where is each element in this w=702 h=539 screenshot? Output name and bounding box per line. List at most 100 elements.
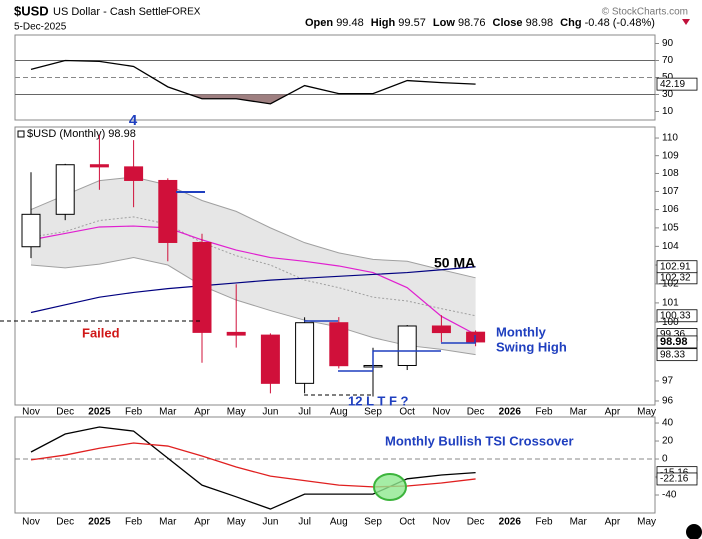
x-tick-label: Dec — [56, 517, 74, 528]
value-badge-label: 98.33 — [660, 349, 685, 360]
x-tick-label: Feb — [125, 407, 143, 418]
candle-body — [226, 331, 246, 336]
band-area — [31, 177, 476, 355]
annotation: 4 — [129, 112, 138, 129]
stat-value: -0.48 (-0.48%) — [585, 17, 655, 29]
x-tick-label: Aug — [330, 407, 348, 418]
value-badge-label: 42.19 — [660, 79, 685, 90]
plot: 10 30 50 70 90 42.19 $USD (Monthly) 98.98 102.3… — [15, 38, 698, 528]
corner-dot — [686, 524, 702, 539]
x-tick-label: May — [227, 517, 246, 528]
stat-value: 99.57 — [398, 17, 426, 29]
x-tick-label: Oct — [399, 407, 415, 418]
stat-label: Close — [493, 17, 523, 29]
x-tick-label: Dec — [56, 407, 74, 418]
price-panel — [14, 126, 656, 406]
value-badge — [656, 472, 698, 486]
y-tick-label: 107 — [662, 186, 679, 197]
symbol: $USD — [14, 3, 49, 18]
annotation: Failed — [82, 325, 120, 340]
value-badge — [656, 309, 698, 323]
y-tick-label: 96 — [662, 396, 674, 407]
value-badge-label: 102.32 — [660, 272, 691, 283]
annotation: Monthly Bullish TSI Crossover — [385, 433, 574, 448]
band-line — [30, 216, 476, 317]
x-tick-label: Mar — [159, 517, 177, 528]
x-tick-label: Oct — [399, 517, 415, 528]
swing-line — [441, 335, 476, 344]
x-tick-label: Mar — [570, 407, 588, 418]
x-tick-label: Dec — [467, 517, 485, 528]
annotation: 50 MA — [434, 255, 475, 271]
x-tick-label: Feb — [535, 407, 553, 418]
y-tick-label: 70 — [662, 55, 674, 66]
stat-label: Low — [433, 17, 455, 29]
annotation: Swing High — [496, 339, 567, 354]
band-line — [30, 176, 476, 279]
y-tick-label: 105 — [662, 223, 679, 234]
series-line — [30, 442, 476, 488]
stat-value: 99.48 — [336, 17, 364, 29]
candle-body — [431, 325, 451, 334]
crossover-marker — [373, 473, 407, 501]
x-tick-label: Nov — [433, 517, 451, 528]
x-tick-label: Nov — [22, 517, 40, 528]
swing-line — [372, 350, 441, 370]
stat-label: Open — [305, 17, 333, 29]
x-tick-label: 2025 — [88, 517, 111, 528]
x-tick-label: Feb — [125, 517, 143, 528]
candle-body — [192, 241, 212, 333]
moving-average — [30, 266, 476, 314]
candle-body — [55, 164, 75, 215]
x-tick-label: 2026 — [499, 517, 522, 528]
x-tick-label: Nov — [433, 407, 451, 418]
x-tick-label: Nov — [22, 407, 40, 418]
y-tick-label: 102 — [662, 279, 679, 290]
y-tick-label: 50 — [662, 72, 674, 83]
value-badge-label: 98.98 — [660, 336, 688, 348]
series-line — [30, 59, 476, 105]
candle-body — [158, 179, 178, 243]
y-tick-label: 108 — [662, 168, 679, 179]
stat-value: 98.98 — [526, 17, 554, 29]
value-badge — [656, 348, 698, 362]
exchange: FOREX — [166, 7, 201, 18]
y-tick-label: 10 — [662, 106, 674, 117]
candle-body — [295, 322, 315, 384]
candle-body — [397, 325, 417, 366]
x-tick-label: Aug — [330, 517, 348, 528]
x-tick-label: Sep — [364, 517, 382, 528]
value-badge-label: 100.33 — [660, 310, 691, 321]
y-tick-label: 104 — [662, 241, 679, 252]
y-tick-label: 20 — [662, 436, 674, 447]
x-tick-label: May — [227, 407, 246, 418]
drawings — [0, 130, 702, 539]
y-tick-label: 97 — [662, 376, 674, 387]
x-tick-label: Apr — [194, 407, 210, 418]
moving-average — [30, 225, 476, 336]
annotation: Monthly — [496, 324, 547, 339]
y-tick-label: -40 — [662, 490, 677, 501]
value-badge-label: -22.16 — [660, 474, 689, 485]
x-tick-label: 2026 — [499, 407, 522, 418]
x-tick-label: Sep — [364, 407, 382, 418]
copyright: © StockCharts.com — [602, 7, 688, 18]
x-tick-label: Jun — [262, 407, 278, 418]
y-tick-label: 100 — [662, 317, 679, 328]
x-tick-label: 2025 — [88, 407, 111, 418]
x-tick-label: Apr — [194, 517, 210, 528]
instrument-name: US Dollar - Cash Settle — [53, 6, 167, 18]
stat-value: 98.76 — [458, 17, 486, 29]
x-tick-label: Jul — [298, 407, 311, 418]
value-badge — [656, 335, 698, 349]
x-tick-label: Apr — [605, 517, 621, 528]
candle-body — [329, 322, 349, 367]
y-tick-label: 30 — [662, 89, 674, 100]
stat-label: High — [371, 17, 396, 29]
title-icon — [17, 130, 25, 138]
annotation: 12 L T F ? — [348, 393, 408, 408]
x-tick-label: May — [637, 407, 656, 418]
x-tick-label: Mar — [159, 407, 177, 418]
y-tick-label: 106 — [662, 204, 679, 215]
